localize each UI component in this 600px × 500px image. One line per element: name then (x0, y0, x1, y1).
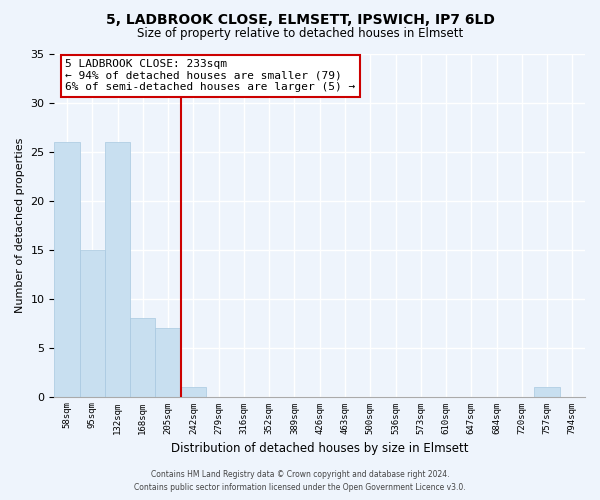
Text: Size of property relative to detached houses in Elmsett: Size of property relative to detached ho… (137, 28, 463, 40)
Text: 5 LADBROOK CLOSE: 233sqm
← 94% of detached houses are smaller (79)
6% of semi-de: 5 LADBROOK CLOSE: 233sqm ← 94% of detach… (65, 59, 355, 92)
Bar (535, 387, 560, 396)
Bar (155, 328, 181, 396)
Text: 5, LADBROOK CLOSE, ELMSETT, IPSWICH, IP7 6LD: 5, LADBROOK CLOSE, ELMSETT, IPSWICH, IP7… (106, 12, 494, 26)
Text: Contains HM Land Registry data © Crown copyright and database right 2024.
Contai: Contains HM Land Registry data © Crown c… (134, 470, 466, 492)
Bar (80, 250, 105, 396)
Bar (55, 142, 80, 397)
Y-axis label: Number of detached properties: Number of detached properties (15, 138, 25, 313)
Bar (181, 387, 206, 396)
Bar (130, 318, 155, 396)
Bar (105, 142, 130, 397)
X-axis label: Distribution of detached houses by size in Elmsett: Distribution of detached houses by size … (171, 442, 469, 455)
